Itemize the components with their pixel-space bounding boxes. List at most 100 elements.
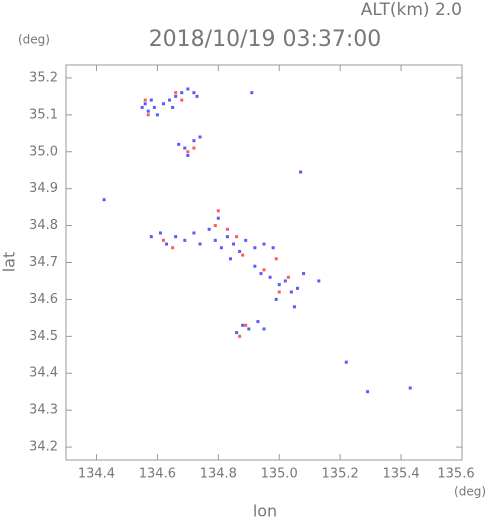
y-tick-label: 34.6	[29, 292, 58, 307]
point	[286, 275, 290, 279]
point	[283, 279, 287, 283]
y-tick-label: 34.8	[29, 218, 58, 233]
point	[216, 216, 220, 220]
point	[225, 227, 229, 231]
point	[183, 146, 187, 150]
point	[232, 242, 236, 246]
point	[238, 334, 242, 338]
point	[174, 91, 178, 95]
y-label: lat	[0, 252, 19, 273]
point	[198, 135, 202, 139]
point	[219, 246, 223, 250]
point	[213, 224, 217, 228]
point	[152, 105, 156, 109]
point	[143, 98, 147, 102]
point	[180, 91, 184, 95]
x-tick-label: 134.4	[78, 467, 115, 482]
point	[262, 268, 266, 272]
point	[250, 91, 254, 95]
point	[299, 170, 303, 174]
point	[253, 246, 257, 250]
point	[102, 198, 106, 202]
point	[165, 242, 169, 246]
point	[192, 91, 196, 95]
point	[344, 360, 348, 364]
point	[408, 386, 412, 390]
y-tick-label: 34.7	[29, 255, 58, 270]
point	[277, 290, 281, 294]
point	[149, 235, 153, 239]
point	[186, 150, 190, 154]
point	[225, 235, 229, 239]
x-label: lon	[253, 502, 277, 521]
x-tick-label: 135.2	[322, 467, 359, 482]
x-tick-label: 135.0	[261, 467, 298, 482]
point	[171, 246, 175, 250]
point	[198, 242, 202, 246]
point	[262, 327, 266, 331]
point	[274, 257, 278, 261]
point	[168, 98, 172, 102]
point	[216, 209, 220, 213]
point	[256, 320, 260, 324]
y-tick-label: 35.1	[29, 107, 58, 122]
point	[161, 238, 165, 242]
point	[292, 305, 296, 309]
point	[274, 297, 278, 301]
point	[241, 253, 245, 257]
point	[146, 109, 150, 113]
y-unit: (deg)	[18, 33, 50, 47]
x-tick-label: 135.6	[437, 467, 474, 482]
subtitle: ALT(km) 2.0	[361, 0, 462, 20]
point	[140, 105, 144, 109]
point	[143, 102, 147, 106]
point	[317, 279, 321, 283]
point	[235, 235, 239, 239]
y-tick-label: 34.4	[29, 366, 58, 381]
chart-title: 2018/10/19 03:37:00	[149, 27, 382, 52]
x-tick-label: 135.4	[382, 467, 419, 482]
x-unit: (deg)	[454, 485, 486, 499]
point	[277, 283, 281, 287]
plot-frame	[65, 64, 463, 461]
point	[271, 246, 275, 250]
y-tick-label: 34.9	[29, 181, 58, 196]
point	[238, 249, 242, 253]
point	[296, 286, 300, 290]
point	[183, 238, 187, 242]
point	[262, 242, 266, 246]
point	[146, 113, 150, 117]
point	[149, 98, 153, 102]
point	[289, 290, 293, 294]
point	[180, 98, 184, 102]
point	[158, 231, 162, 235]
point	[228, 257, 232, 261]
y-tick-label: 34.2	[29, 440, 58, 455]
x-tick-label: 134.6	[139, 467, 176, 482]
point	[192, 146, 196, 150]
point	[177, 142, 181, 146]
point	[174, 94, 178, 98]
point	[192, 139, 196, 143]
x-tick-label: 134.8	[200, 467, 237, 482]
point	[235, 331, 239, 335]
point	[244, 323, 248, 327]
point	[213, 238, 217, 242]
point	[302, 272, 306, 276]
point	[207, 227, 211, 231]
point	[244, 238, 248, 242]
point	[241, 323, 245, 327]
y-tick-label: 34.5	[29, 329, 58, 344]
point	[155, 113, 159, 117]
point	[259, 272, 263, 276]
point	[268, 275, 272, 279]
point	[247, 327, 251, 331]
point	[366, 390, 370, 394]
point	[186, 87, 190, 91]
point	[253, 264, 257, 268]
point	[174, 235, 178, 239]
point	[171, 105, 175, 109]
point	[195, 94, 199, 98]
point	[186, 153, 190, 157]
